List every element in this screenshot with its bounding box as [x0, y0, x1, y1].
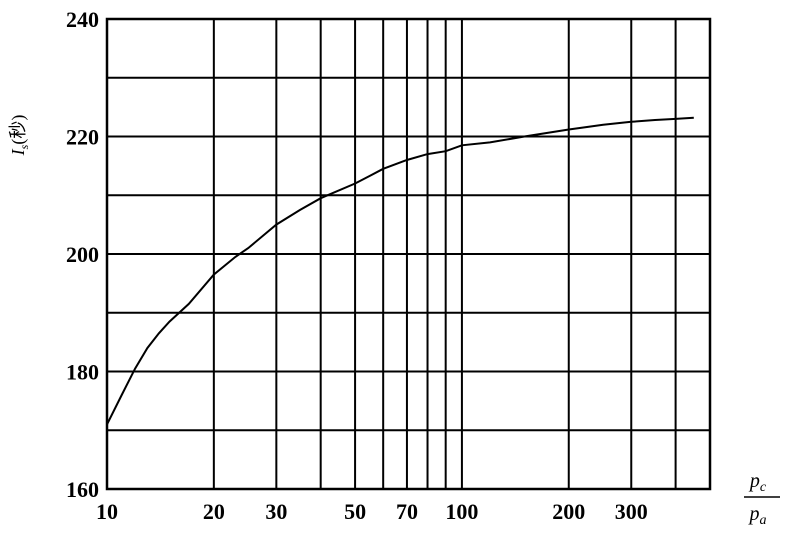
- x-tick-label: 20: [203, 499, 225, 524]
- x-tick-label: 50: [344, 499, 366, 524]
- x-tick-label: 300: [615, 499, 648, 524]
- x-tick-label: 100: [445, 499, 478, 524]
- grid-lines: [107, 19, 710, 489]
- y-tick-labels: 160 180 200 220 240: [66, 7, 99, 502]
- y-tick-label: 160: [66, 477, 99, 502]
- y-axis-symbol-sub: s: [17, 144, 31, 149]
- y-axis-symbol: I: [8, 148, 28, 156]
- svg-text:pc: pc: [748, 470, 767, 495]
- x-axis-numerator-sub: c: [760, 480, 767, 495]
- y-axis-unit: (秒): [8, 115, 29, 145]
- x-axis-denominator-sub: a: [760, 513, 767, 528]
- x-axis-label: pc pa: [744, 470, 780, 528]
- plot-frame: [105, 17, 712, 491]
- y-tick-label: 240: [66, 7, 99, 32]
- x-axis-denominator: p: [748, 503, 760, 525]
- y-tick-label: 200: [66, 242, 99, 267]
- x-tick-label: 200: [552, 499, 585, 524]
- x-axis-numerator: p: [748, 470, 760, 492]
- x-tick-label: 70: [396, 499, 418, 524]
- svg-text:Is(秒): Is(秒): [8, 115, 31, 157]
- x-tick-label: 30: [265, 499, 287, 524]
- series-line: [106, 116, 694, 425]
- x-tick-label: 10: [96, 499, 118, 524]
- y-tick-label: 180: [66, 360, 99, 385]
- y-tick-label: 220: [66, 125, 99, 150]
- svg-text:pa: pa: [748, 503, 767, 528]
- y-axis-label: Is(秒): [8, 115, 31, 157]
- x-tick-labels: 10 20 30 50 70 100 200 300: [96, 499, 648, 524]
